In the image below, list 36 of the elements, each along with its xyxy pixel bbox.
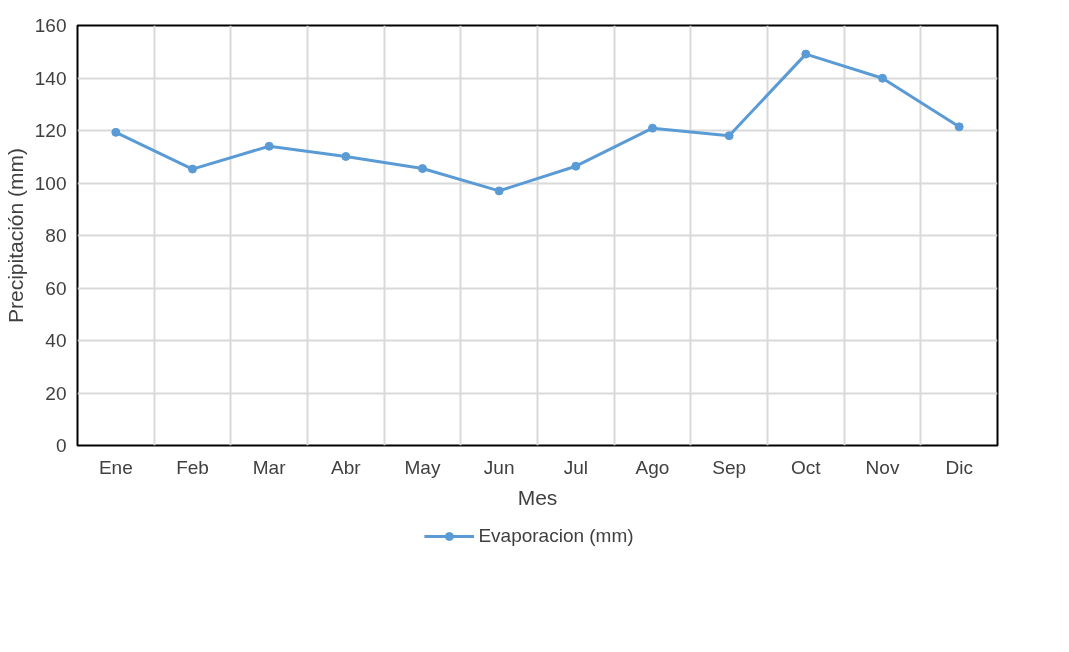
point bbox=[648, 123, 657, 133]
y-axis-title: Precipitación (mm) bbox=[3, 147, 27, 324]
point bbox=[954, 122, 964, 132]
x-axis-title: Mes bbox=[517, 485, 558, 509]
point bbox=[494, 186, 504, 196]
y-tick-label: 40 bbox=[45, 330, 67, 351]
x-tick-label: Nov bbox=[865, 456, 900, 478]
point bbox=[801, 49, 811, 59]
x-tick-label: Dic bbox=[945, 456, 973, 478]
y-tick-label: 80 bbox=[45, 225, 67, 246]
x-tick-label: Mar bbox=[252, 456, 287, 478]
y-tick-label: 60 bbox=[45, 277, 67, 299]
x-tick-label: Sep bbox=[712, 456, 747, 478]
x-tick-label: Feb bbox=[176, 456, 209, 478]
y-tick-label: 160 bbox=[34, 15, 67, 36]
y-tick-label: 100 bbox=[34, 172, 67, 194]
point bbox=[264, 141, 274, 151]
y-tick-label: 140 bbox=[34, 67, 67, 89]
x-tick-label: Ene bbox=[98, 456, 133, 478]
point bbox=[724, 131, 734, 141]
y-tick-label: 20 bbox=[45, 382, 67, 404]
x-tick-label: Ago bbox=[635, 456, 670, 478]
point bbox=[341, 152, 351, 161]
x-tick-label: Jun bbox=[483, 456, 515, 478]
x-tick-label: Jul bbox=[563, 456, 588, 478]
point bbox=[188, 164, 197, 174]
legend-label: Evaporacion (mm) bbox=[478, 525, 634, 547]
y-tick-label: 0 bbox=[55, 435, 67, 456]
x-tick-label: May bbox=[404, 456, 441, 478]
point bbox=[571, 161, 581, 171]
point bbox=[418, 164, 427, 174]
y-tick-label: 120 bbox=[34, 120, 67, 141]
point bbox=[878, 73, 887, 83]
x-tick-label: Abr bbox=[331, 456, 362, 478]
x-tick-label: Oct bbox=[791, 456, 822, 478]
point bbox=[111, 127, 121, 137]
